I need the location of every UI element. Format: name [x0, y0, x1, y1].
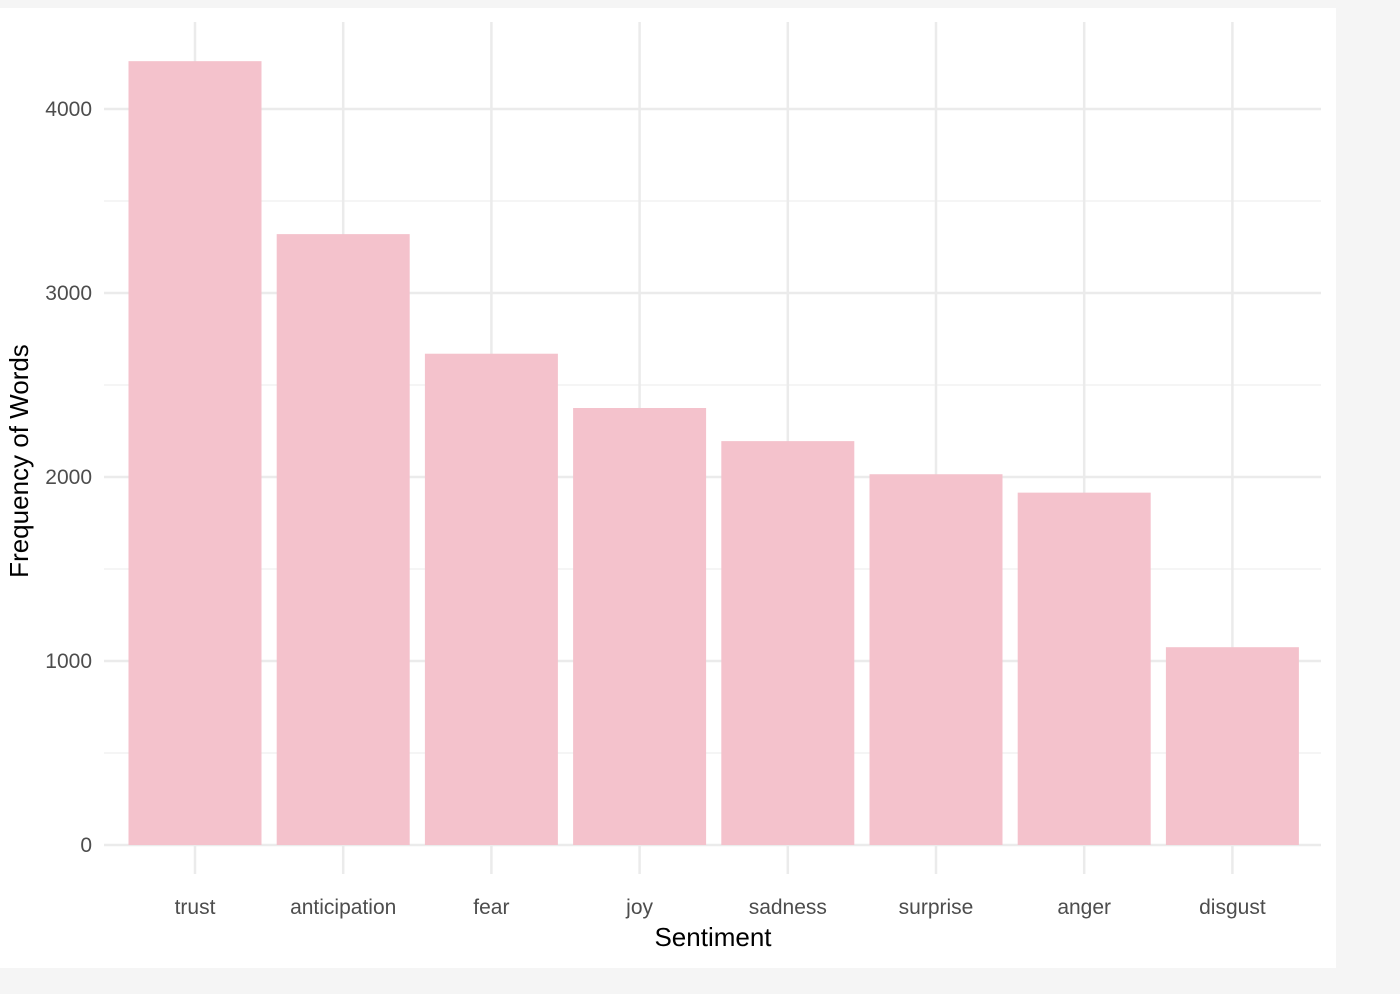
y-tick-label: 1000 [45, 650, 92, 673]
bar-fear [424, 353, 558, 845]
x-tick-label: anger [1057, 896, 1111, 919]
x-tick-label: trust [175, 896, 216, 919]
bar-joy [573, 408, 707, 845]
bar-trust [128, 61, 262, 846]
x-tick-label: fear [473, 896, 509, 919]
x-tick-label: disgust [1199, 896, 1266, 919]
x-tick-label: sadness [749, 896, 827, 919]
bar-disgust [1165, 647, 1299, 845]
bar-sadness [721, 441, 855, 845]
bar-anticipation [276, 234, 410, 845]
chart-panel: 0 1000 2000 3000 4000 trust anticipation fear j… [0, 8, 1336, 968]
bar-chart: 0 1000 2000 3000 4000 trust anticipation fear j… [4, 22, 1321, 952]
y-tick-label: 3000 [45, 282, 92, 305]
x-tick-label: surprise [899, 896, 974, 919]
y-tick-label: 4000 [45, 98, 92, 121]
y-axis-ticks: 0 1000 2000 3000 4000 [45, 98, 92, 857]
bars [128, 61, 1299, 846]
x-axis-title: Sentiment [654, 922, 772, 952]
bar-surprise [869, 474, 1003, 845]
x-tick-label: joy [625, 896, 653, 919]
bar-anger [1017, 492, 1151, 845]
x-axis-ticks: trust anticipation fear joy sadness surprise a… [175, 896, 1266, 919]
y-tick-label: 2000 [45, 466, 92, 489]
y-tick-label: 0 [80, 834, 92, 857]
y-axis-title: Frequency of Words [4, 344, 34, 578]
x-tick-label: anticipation [290, 896, 396, 919]
